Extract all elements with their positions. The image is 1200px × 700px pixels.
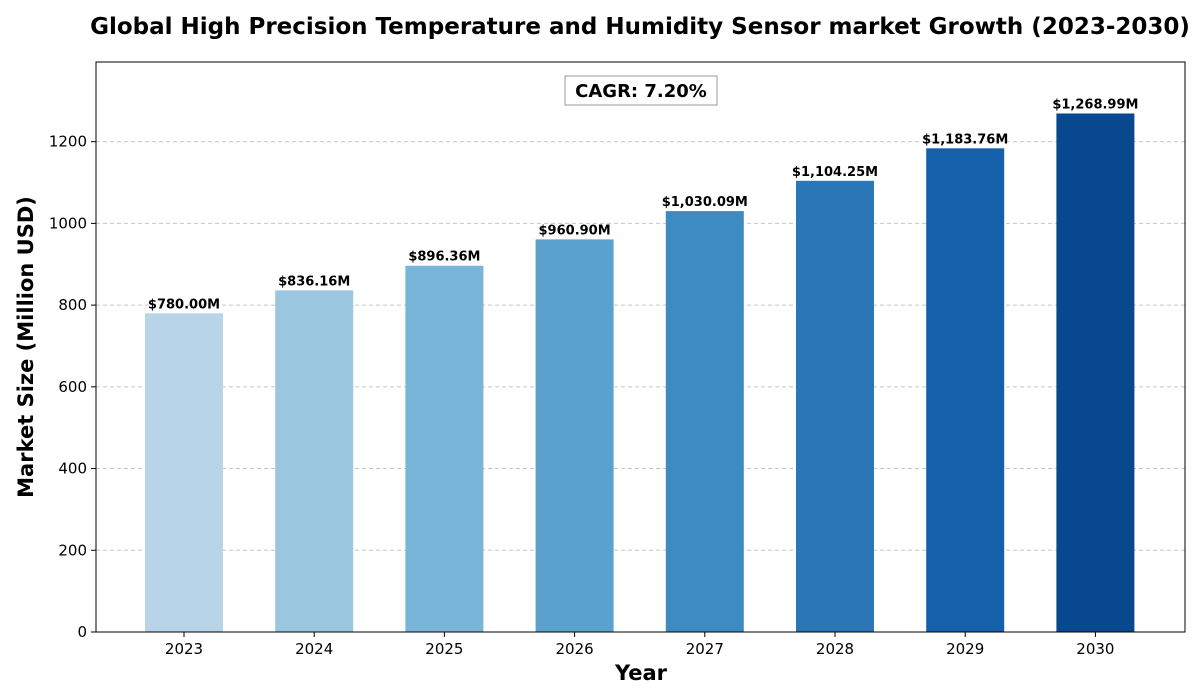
y-tick-label: 200	[58, 541, 87, 559]
y-tick-label: 600	[58, 378, 87, 396]
bar-2024	[275, 290, 354, 632]
data-label-2029: $1,183.76M	[922, 132, 1008, 147]
chart-title: Global High Precision Temperature and Hu…	[90, 14, 1190, 40]
x-axis-ticks: 2023 2024 2025 2026 2027 2028 2029 2030	[165, 632, 1114, 658]
y-tick-label: 800	[58, 296, 87, 314]
bar-2028	[796, 180, 874, 632]
bar-2029	[926, 148, 1005, 633]
data-labels: $780.00M $836.16M $896.36M $960.90M $1,030.0…	[148, 97, 1139, 312]
x-tick-label: 2023	[165, 640, 203, 658]
data-label-2026: $960.90M	[539, 223, 611, 238]
bar-2027	[665, 211, 744, 632]
x-tick-label: 2029	[946, 640, 984, 658]
bar-2030	[1056, 113, 1135, 632]
x-tick-label: 2024	[295, 640, 333, 658]
plot-frame	[95, 61, 1186, 633]
x-tick-label: 2027	[686, 640, 724, 658]
y-tick-label: 1000	[49, 214, 87, 232]
y-tick-label: 1200	[49, 133, 87, 151]
data-label-2028: $1,104.25M	[792, 165, 878, 180]
bar-2023	[145, 313, 223, 632]
data-label-2023: $780.00M	[148, 297, 220, 312]
x-tick-label: 2028	[816, 640, 854, 658]
y-axis-label: Market Size (Million USD)	[14, 196, 38, 498]
bars	[145, 113, 1135, 633]
x-tick-label: 2025	[425, 640, 463, 658]
x-axis-label: Year	[614, 661, 668, 685]
y-axis-ticks: 0 200 400 600 800 1000 1200	[49, 133, 96, 641]
y-tick-label: 0	[77, 623, 87, 641]
x-tick-label: 2026	[556, 640, 594, 658]
grid-lines	[96, 141, 1185, 551]
data-label-2024: $836.16M	[278, 274, 350, 289]
bar-2026	[535, 239, 614, 632]
y-tick-label: 400	[58, 460, 87, 478]
bar-2025	[405, 265, 484, 632]
cagr-box	[564, 75, 718, 106]
cagr-text: CAGR: 7.20%	[575, 81, 707, 102]
cagr-annotation: CAGR: 7.20%	[564, 75, 718, 106]
data-label-2027: $1,030.09M	[662, 195, 748, 210]
data-label-2025: $896.36M	[408, 250, 480, 265]
data-label-2030: $1,268.99M	[1052, 97, 1138, 112]
x-tick-label: 2030	[1076, 640, 1114, 658]
